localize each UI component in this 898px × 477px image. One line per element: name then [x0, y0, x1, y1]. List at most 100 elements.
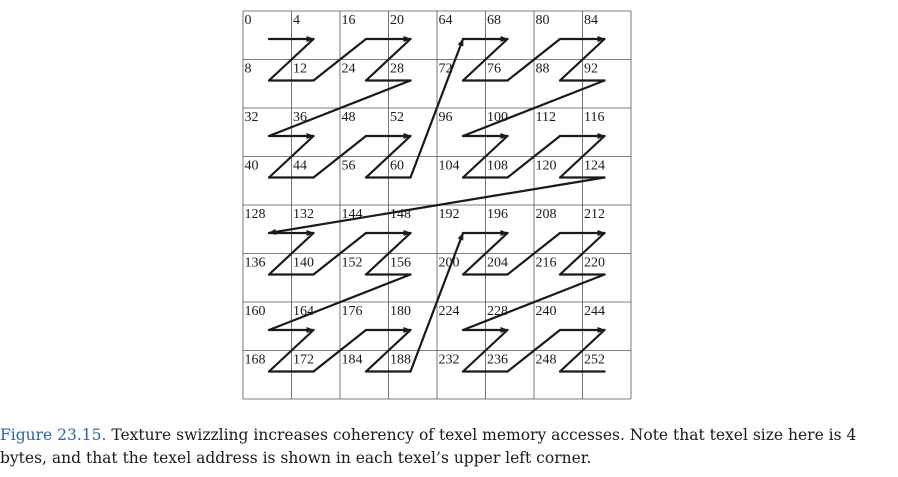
swizzle-jump-segment [506, 231, 562, 276]
texel-address-label: 156 [390, 256, 411, 271]
texel-address-label: 232 [439, 353, 460, 368]
texel-address-label: 60 [390, 159, 404, 174]
texel-address-label: 176 [342, 304, 363, 319]
texel-address-label: 24 [342, 62, 356, 77]
swizzle-jump-segment [461, 79, 606, 138]
swizzle-segment [461, 134, 509, 179]
texel-address-label: 204 [487, 256, 508, 271]
figure-caption: Figure 23.15. Texture swizzling increase… [0, 424, 890, 470]
swizzle-segment [558, 231, 606, 276]
swizzle-segment [364, 37, 412, 82]
texel-address-label: 0 [245, 13, 252, 28]
swizzle-path [267, 36, 606, 373]
texel-address-label: 228 [487, 304, 508, 319]
swizzle-diagram: 0 4 16 20 64 68 80 84 8 12 24 28 72 76 88 92 32 36 48 52 96 1… [242, 10, 632, 400]
swizzle-segment [461, 231, 509, 276]
texel-address-label: 76 [487, 62, 501, 77]
texel-address-label: 164 [293, 304, 314, 319]
texel-address-label: 116 [584, 110, 604, 125]
swizzle-segment [461, 37, 509, 82]
texel-address-label: 88 [536, 62, 550, 77]
texel-address-label: 32 [245, 110, 259, 125]
swizzle-segment [558, 37, 606, 82]
texel-address-label: 196 [487, 207, 508, 222]
texel-address-label: 224 [439, 304, 460, 319]
texel-address-label: 236 [487, 353, 508, 368]
swizzle-jump-segment [506, 328, 562, 373]
texel-address-label: 36 [293, 110, 307, 125]
swizzle-jump-segment [312, 328, 368, 373]
texel-address-label: 4 [293, 13, 300, 28]
texel-address-label: 212 [584, 207, 605, 222]
texel-address-label: 80 [536, 13, 550, 28]
texel-address-label: 148 [390, 207, 411, 222]
texel-address-label: 96 [439, 110, 453, 125]
texel-address-label: 252 [584, 353, 605, 368]
texel-address-label: 136 [245, 256, 266, 271]
texel-address-label: 84 [584, 13, 598, 28]
texel-address-label: 124 [584, 159, 605, 174]
texel-address-label: 172 [293, 353, 314, 368]
texel-address-label: 132 [293, 207, 314, 222]
swizzle-segment [558, 328, 606, 373]
caption-label: Figure 23.15. [0, 426, 107, 444]
texel-address-label: 20 [390, 13, 404, 28]
texel-address-label: 112 [536, 110, 556, 125]
swizzle-segment [267, 231, 315, 276]
swizzle-segment [364, 231, 412, 276]
swizzle-jump-segment [267, 79, 412, 138]
texel-address-label: 220 [584, 256, 605, 271]
swizzle-jump-segment [312, 134, 368, 179]
caption-text: Texture swizzling increases coherency of… [0, 426, 857, 467]
texel-address-label: 44 [293, 159, 307, 174]
texel-address-label: 16 [342, 13, 356, 28]
texel-address-label: 128 [245, 207, 266, 222]
texel-address-label: 12 [293, 62, 307, 77]
texel-address-label: 200 [439, 256, 460, 271]
texel-address-label: 48 [342, 110, 356, 125]
swizzle-jump-segment [267, 273, 412, 332]
texel-address-label: 108 [487, 159, 508, 174]
swizzle-segment [364, 134, 412, 179]
texel-address-label: 120 [536, 159, 557, 174]
texel-address-labels: 0 4 16 20 64 68 80 84 8 12 24 28 72 76 88 92 32 36 48 52 96 1… [245, 13, 606, 368]
texel-address-label: 72 [439, 62, 453, 77]
texel-address-label: 104 [439, 159, 460, 174]
texel-address-label: 140 [293, 256, 314, 271]
texel-address-label: 92 [584, 62, 598, 77]
swizzle-segment [267, 134, 315, 179]
texel-address-label: 244 [584, 304, 605, 319]
texel-address-label: 152 [342, 256, 363, 271]
texel-address-label: 56 [342, 159, 356, 174]
texel-address-label: 184 [342, 353, 363, 368]
texel-address-label: 64 [439, 13, 453, 28]
texel-address-label: 216 [536, 256, 557, 271]
texel-address-label: 144 [342, 207, 363, 222]
texel-address-label: 168 [245, 353, 266, 368]
texel-address-label: 68 [487, 13, 501, 28]
texel-address-label: 208 [536, 207, 557, 222]
texel-address-label: 188 [390, 353, 411, 368]
swizzle-segment [364, 328, 412, 373]
swizzle-jump-segment [409, 37, 465, 179]
swizzle-segment [267, 328, 315, 373]
texel-address-label: 28 [390, 62, 404, 77]
swizzle-jump-segment [409, 231, 465, 373]
texel-address-label: 8 [245, 62, 252, 77]
swizzle-jump-segment [312, 37, 368, 82]
swizzle-jump-segment [506, 134, 562, 179]
texel-address-label: 100 [487, 110, 508, 125]
texel-address-label: 180 [390, 304, 411, 319]
texel-address-label: 240 [536, 304, 557, 319]
swizzle-jump-segment [506, 37, 562, 82]
swizzle-segment [267, 37, 315, 82]
texel-address-label: 160 [245, 304, 266, 319]
swizzle-jump-segment [312, 231, 368, 276]
texel-address-label: 52 [390, 110, 404, 125]
texel-address-label: 192 [439, 207, 460, 222]
texel-address-label: 248 [536, 353, 557, 368]
texel-address-label: 40 [245, 159, 259, 174]
swizzle-jump-segment [267, 176, 606, 235]
swizzle-segment [558, 134, 606, 179]
swizzle-segment [461, 328, 509, 373]
